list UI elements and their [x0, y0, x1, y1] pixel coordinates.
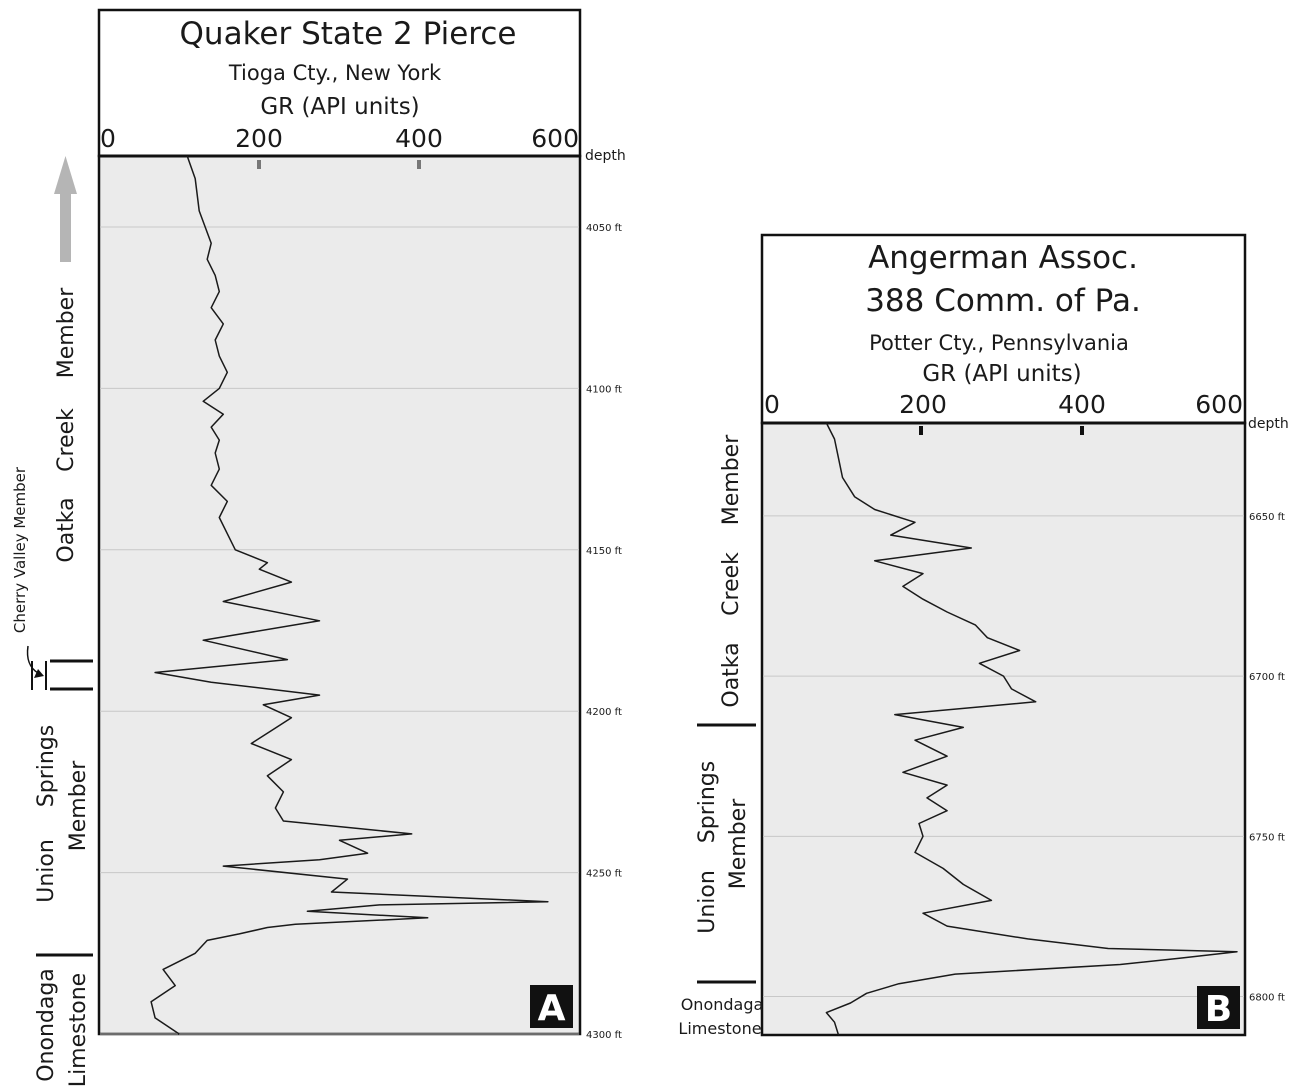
panel-a-depth-tick-4200: 4200 ft — [586, 707, 622, 718]
panel-b-depth-tick-6700: 6700 ft — [1249, 672, 1285, 683]
panel-b-creek-label: Creek — [719, 552, 744, 616]
panel-b-x-axis-label: GR (API units) — [922, 361, 1081, 387]
panel-b-oatka-label: Oatka — [719, 642, 744, 707]
panel-a-up-arrow-icon — [54, 156, 77, 262]
panel-a-onondaga-label: Onondaga — [34, 968, 59, 1082]
panel-b-depth-tick-6800: 6800 ft — [1249, 993, 1285, 1004]
panel-a-union-label: Union — [34, 839, 59, 903]
panel-b-depth-ticks: 6650 ft 6700 ft 6750 ft 6800 ft — [1249, 512, 1285, 1004]
panel-a-springs-label: Springs — [34, 725, 59, 807]
panel-a-title: Quaker State 2 Pierce — [180, 16, 517, 52]
panel-b-depth-tick-6650: 6650 ft — [1249, 512, 1285, 523]
panel-a-location: Tioga Cty., New York — [228, 61, 442, 85]
panel-a-creek-label: Creek — [54, 408, 79, 472]
panel-a-x-axis-label: GR (API units) — [260, 94, 419, 120]
panel-a-gr-curve — [150, 155, 549, 1035]
panel-a-member-label: Member — [54, 287, 79, 378]
panel-b-member2-label: Member — [726, 798, 751, 889]
panel-b-gr-curve — [825, 422, 1238, 1036]
panel-b-depth-label: depth — [1248, 416, 1289, 432]
panel-a-header-box — [97, 8, 582, 158]
panel-b-limestone-label: Limestone — [678, 1019, 761, 1038]
panel-b-badge — [1197, 986, 1240, 1029]
panel-a-arrowhead-icon — [34, 669, 44, 678]
panel-a-depth-ticks: 4050 ft 4100 ft 4150 ft 4200 ft 4250 ft 4300 … — [586, 223, 622, 1041]
panel-b-onondaga-label: Onondaga — [681, 995, 764, 1014]
panel-a: Quaker State 2 Pierce Tioga Cty., New Yo… — [11, 8, 626, 1087]
panel-a-oatka-label: Oatka — [54, 497, 79, 562]
panel-b-title: Angerman Assoc. — [868, 240, 1138, 276]
panel-b-plot-area — [760, 421, 1247, 1037]
panel-b-tick-mark-200 — [919, 426, 923, 435]
panel-a-depth-gridlines — [100, 226, 579, 1035]
panel-a-depth-tick-4150: 4150 ft — [586, 546, 622, 557]
panel-a-tick-mark-200 — [257, 160, 261, 169]
panel-b-x-tick-0: 0 — [764, 390, 780, 419]
panel-b-member-label: Member — [719, 434, 744, 525]
panel-a-badge — [530, 985, 573, 1028]
panel-a-depth-tick-4100: 4100 ft — [586, 384, 622, 395]
panel-a-x-tick-400: 400 — [395, 124, 443, 153]
panel-a-badge-letter: A — [538, 988, 566, 1029]
panel-b: Angerman Assoc. 388 Comm. of Pa. Potter … — [678, 233, 1289, 1038]
panel-b-x-tick-600: 600 — [1195, 390, 1243, 419]
panel-b-x-tick-400: 400 — [1058, 390, 1106, 419]
panel-a-cherry-valley-pointer — [26, 645, 39, 674]
panel-a-depth-label: depth — [585, 148, 626, 164]
panel-b-springs-label: Springs — [695, 761, 720, 843]
panel-b-x-tick-200: 200 — [899, 390, 947, 419]
panel-b-depth-tick-6750: 6750 ft — [1249, 832, 1285, 843]
panel-b-tick-mark-400 — [1080, 426, 1084, 435]
panel-a-member2-label: Member — [66, 760, 91, 851]
panel-b-title2: 388 Comm. of Pa. — [865, 283, 1141, 319]
panel-a-depth-tick-4300: 4300 ft — [586, 1030, 622, 1041]
panel-a-depth-tick-4250: 4250 ft — [586, 869, 622, 880]
panel-a-depth-tick-4050: 4050 ft — [586, 223, 622, 234]
panel-a-cherry-valley-label: Cherry Valley Member — [11, 466, 29, 633]
panel-b-union-label: Union — [695, 870, 720, 934]
panel-a-x-tick-600: 600 — [531, 124, 579, 153]
panel-a-x-tick-0: 0 — [100, 124, 116, 153]
panel-a-x-tick-200: 200 — [235, 124, 283, 153]
panel-b-badge-letter: B — [1205, 989, 1232, 1030]
panel-a-limestone-label: Limestone — [66, 973, 91, 1087]
panel-a-plot-area — [97, 154, 582, 1036]
panel-b-location: Potter Cty., Pennsylvania — [869, 331, 1129, 355]
panel-b-header-box — [760, 233, 1247, 425]
panel-a-tick-mark-400 — [417, 160, 421, 169]
